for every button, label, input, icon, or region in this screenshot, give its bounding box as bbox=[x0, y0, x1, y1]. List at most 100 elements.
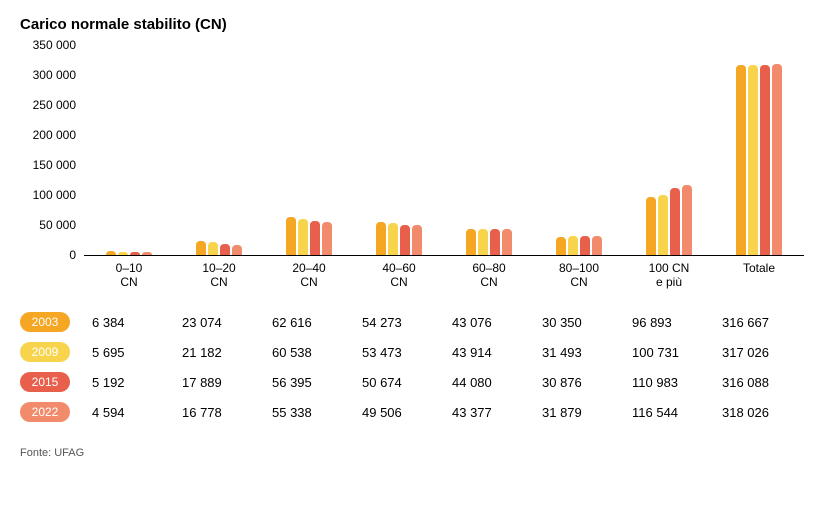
bar bbox=[376, 222, 386, 255]
bar bbox=[568, 236, 578, 255]
bar bbox=[118, 252, 128, 255]
bar bbox=[580, 236, 590, 255]
bar bbox=[142, 252, 152, 255]
x-category-label: 20–40CN bbox=[292, 261, 325, 290]
x-category-label: Totale bbox=[743, 261, 775, 275]
y-tick-label: 250 000 bbox=[33, 98, 76, 112]
bar bbox=[106, 251, 116, 255]
table-cell: 31 493 bbox=[534, 345, 624, 360]
x-category-label: 80–100CN bbox=[559, 261, 599, 290]
bar bbox=[298, 219, 308, 255]
table-row: 2015 5 19217 88956 39550 67444 08030 8761… bbox=[20, 367, 816, 397]
chart-area: 050 000100 000150 000200 000250 000300 0… bbox=[84, 45, 804, 255]
bar bbox=[490, 229, 500, 255]
table-cell: 30 876 bbox=[534, 375, 624, 390]
bar bbox=[286, 217, 296, 255]
source-text: Fonte: UFAG bbox=[20, 447, 816, 459]
bar-group bbox=[196, 241, 242, 255]
year-pill: 2022 bbox=[20, 402, 70, 422]
table-cell: 60 538 bbox=[264, 345, 354, 360]
bar bbox=[556, 237, 566, 255]
year-pill: 2009 bbox=[20, 342, 70, 362]
y-tick-label: 100 000 bbox=[33, 188, 76, 202]
bar bbox=[736, 65, 746, 255]
table-cell: 16 778 bbox=[174, 405, 264, 420]
year-pill: 2015 bbox=[20, 372, 70, 392]
table-cell: 43 377 bbox=[444, 405, 534, 420]
y-tick-label: 150 000 bbox=[33, 158, 76, 172]
table-cell: 5 192 bbox=[84, 375, 174, 390]
x-category-label: 40–60CN bbox=[382, 261, 415, 290]
data-table: 2003 6 38423 07462 61654 27343 07630 3509… bbox=[20, 307, 816, 427]
bar bbox=[208, 242, 218, 255]
bar bbox=[748, 65, 758, 255]
table-cell: 50 674 bbox=[354, 375, 444, 390]
plot-area bbox=[84, 45, 804, 255]
table-cell: 43 914 bbox=[444, 345, 534, 360]
table-cell: 54 273 bbox=[354, 315, 444, 330]
bar bbox=[130, 252, 140, 255]
table-row: 20224 59416 77855 33849 50643 37731 8791… bbox=[20, 397, 816, 427]
table-cell: 100 731 bbox=[624, 345, 714, 360]
table-cell: 17 889 bbox=[174, 375, 264, 390]
bar bbox=[646, 197, 656, 255]
bar bbox=[682, 185, 692, 255]
table-cell: 62 616 bbox=[264, 315, 354, 330]
table-row: 2009 5 69521 18260 53853 47343 91431 4931… bbox=[20, 337, 816, 367]
x-category-label: 10–20CN bbox=[202, 261, 235, 290]
bar bbox=[220, 244, 230, 255]
y-tick-label: 200 000 bbox=[33, 128, 76, 142]
table-cell: 116 544 bbox=[624, 405, 714, 420]
bar bbox=[592, 236, 602, 255]
table-cell: 43 076 bbox=[444, 315, 534, 330]
bar-group bbox=[556, 236, 602, 255]
table-cell: 316 088 bbox=[714, 375, 804, 390]
y-axis: 050 000100 000150 000200 000250 000300 0… bbox=[20, 45, 84, 255]
table-cell: 5 695 bbox=[84, 345, 174, 360]
x-category-label: 100 CNe più bbox=[649, 261, 690, 290]
table-cell: 31 879 bbox=[534, 405, 624, 420]
table-cell: 44 080 bbox=[444, 375, 534, 390]
y-tick-label: 350 000 bbox=[33, 38, 76, 52]
table-cell: 55 338 bbox=[264, 405, 354, 420]
bar bbox=[658, 195, 668, 255]
table-cell: 21 182 bbox=[174, 345, 264, 360]
bar bbox=[400, 225, 410, 255]
bar bbox=[232, 245, 242, 255]
bar-group bbox=[106, 251, 152, 255]
table-cell: 56 395 bbox=[264, 375, 354, 390]
bar-group bbox=[466, 229, 512, 255]
axis-baseline bbox=[84, 255, 804, 256]
bar-group bbox=[736, 64, 782, 255]
x-category-label: 60–80CN bbox=[472, 261, 505, 290]
table-cell: 53 473 bbox=[354, 345, 444, 360]
year-pill: 2003 bbox=[20, 312, 70, 332]
table-cell: 4 594 bbox=[84, 405, 174, 420]
table-cell: 30 350 bbox=[534, 315, 624, 330]
bar bbox=[322, 222, 332, 255]
x-category-label: 0–10CN bbox=[116, 261, 143, 290]
bar bbox=[412, 225, 422, 255]
bar-group bbox=[286, 217, 332, 255]
bar bbox=[388, 223, 398, 255]
table-cell: 23 074 bbox=[174, 315, 264, 330]
table-cell: 318 026 bbox=[714, 405, 804, 420]
bar bbox=[502, 229, 512, 255]
bar bbox=[466, 229, 476, 255]
bar-group bbox=[646, 185, 692, 255]
bar bbox=[670, 188, 680, 255]
y-tick-label: 0 bbox=[69, 248, 76, 262]
table-row: 2003 6 38423 07462 61654 27343 07630 3509… bbox=[20, 307, 816, 337]
table-cell: 317 026 bbox=[714, 345, 804, 360]
bar bbox=[760, 65, 770, 255]
bar-group bbox=[376, 222, 422, 255]
y-tick-label: 300 000 bbox=[33, 68, 76, 82]
bar bbox=[772, 64, 782, 255]
table-cell: 96 893 bbox=[624, 315, 714, 330]
chart-title: Carico normale stabilito (CN) bbox=[20, 16, 816, 33]
table-cell: 110 983 bbox=[624, 375, 714, 390]
table-cell: 6 384 bbox=[84, 315, 174, 330]
x-axis-labels: 0–10CN 10–20CN 20–40CN 40–60CN 60–80CN 80–100… bbox=[84, 259, 804, 295]
bar bbox=[478, 229, 488, 255]
y-tick-label: 50 000 bbox=[39, 218, 76, 232]
